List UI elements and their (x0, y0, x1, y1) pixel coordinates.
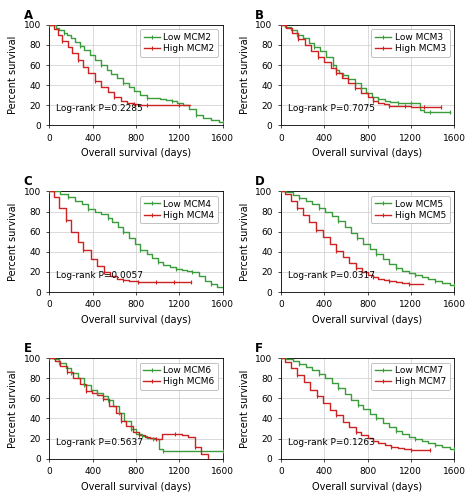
X-axis label: Overall survival (days): Overall survival (days) (312, 148, 423, 158)
X-axis label: Overall survival (days): Overall survival (days) (81, 315, 191, 325)
Legend: Low MCM2, High MCM2: Low MCM2, High MCM2 (140, 29, 218, 56)
Text: Log-rank P=0.2285: Log-rank P=0.2285 (56, 104, 143, 114)
Text: D: D (255, 176, 264, 188)
Y-axis label: Percent survival: Percent survival (240, 36, 250, 115)
Legend: Low MCM3, High MCM3: Low MCM3, High MCM3 (371, 29, 450, 56)
Text: C: C (24, 176, 32, 188)
Y-axis label: Percent survival: Percent survival (240, 369, 250, 448)
Text: F: F (255, 342, 263, 355)
Text: A: A (24, 8, 33, 22)
Y-axis label: Percent survival: Percent survival (240, 202, 250, 281)
Legend: Low MCM5, High MCM5: Low MCM5, High MCM5 (371, 196, 450, 224)
Y-axis label: Percent survival: Percent survival (9, 202, 18, 281)
Legend: Low MCM4, High MCM4: Low MCM4, High MCM4 (140, 196, 218, 224)
Text: E: E (24, 342, 31, 355)
Text: Log-rank P=0.0317: Log-rank P=0.0317 (288, 271, 375, 280)
Text: Log-rank P=0.5637: Log-rank P=0.5637 (56, 438, 144, 446)
X-axis label: Overall survival (days): Overall survival (days) (312, 482, 423, 492)
Y-axis label: Percent survival: Percent survival (9, 36, 18, 115)
Text: Log-rank P=0.0057: Log-rank P=0.0057 (56, 271, 144, 280)
X-axis label: Overall survival (days): Overall survival (days) (312, 315, 423, 325)
Legend: Low MCM7, High MCM7: Low MCM7, High MCM7 (371, 362, 450, 390)
Text: B: B (255, 8, 264, 22)
Y-axis label: Percent survival: Percent survival (9, 369, 18, 448)
X-axis label: Overall survival (days): Overall survival (days) (81, 482, 191, 492)
X-axis label: Overall survival (days): Overall survival (days) (81, 148, 191, 158)
Text: Log-rank P=0.1263: Log-rank P=0.1263 (288, 438, 375, 446)
Legend: Low MCM6, High MCM6: Low MCM6, High MCM6 (140, 362, 218, 390)
Text: Log-rank P=0.7075: Log-rank P=0.7075 (288, 104, 375, 114)
